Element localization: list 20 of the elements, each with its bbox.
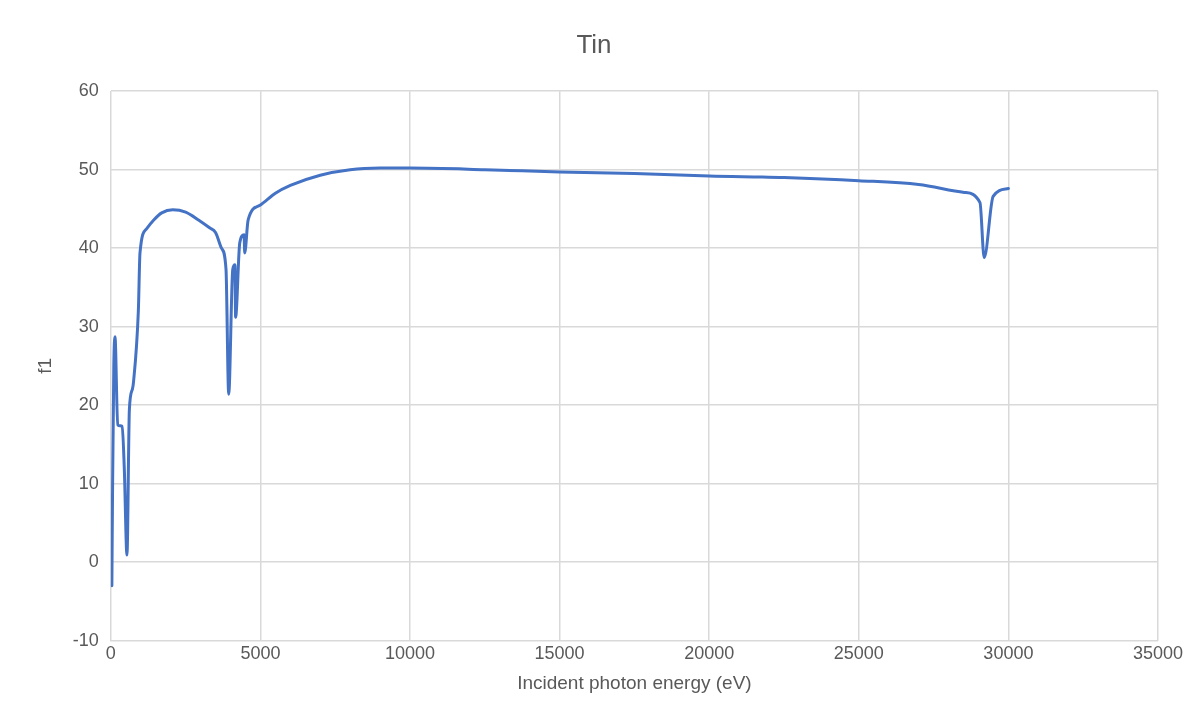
y-tick-label: 30 <box>78 315 99 336</box>
y-tick-label: 40 <box>78 237 99 258</box>
y-tick-label: 50 <box>78 158 99 179</box>
y-axis-title: f1 <box>33 357 55 374</box>
x-tick-label: 20000 <box>684 643 735 664</box>
x-tick-label: 10000 <box>384 643 436 664</box>
line-series <box>110 166 1010 588</box>
y-tick-label: 20 <box>78 394 99 415</box>
chart-title: Tin <box>576 28 612 59</box>
y-tick-label: 60 <box>78 80 99 101</box>
y-tick-label: 0 <box>88 551 99 572</box>
x-tick-label: 30000 <box>983 643 1034 664</box>
y-tick-label: 10 <box>78 472 99 493</box>
x-tick-label: 0 <box>105 643 116 664</box>
x-tick-label: 25000 <box>833 643 884 664</box>
x-axis-title: Incident photon energy (eV) <box>517 671 752 693</box>
x-tick-label: 5000 <box>240 643 281 664</box>
y-tick-label: -10 <box>72 629 99 650</box>
x-tick-label: 15000 <box>534 643 585 664</box>
x-tick-label: 35000 <box>1132 643 1184 664</box>
